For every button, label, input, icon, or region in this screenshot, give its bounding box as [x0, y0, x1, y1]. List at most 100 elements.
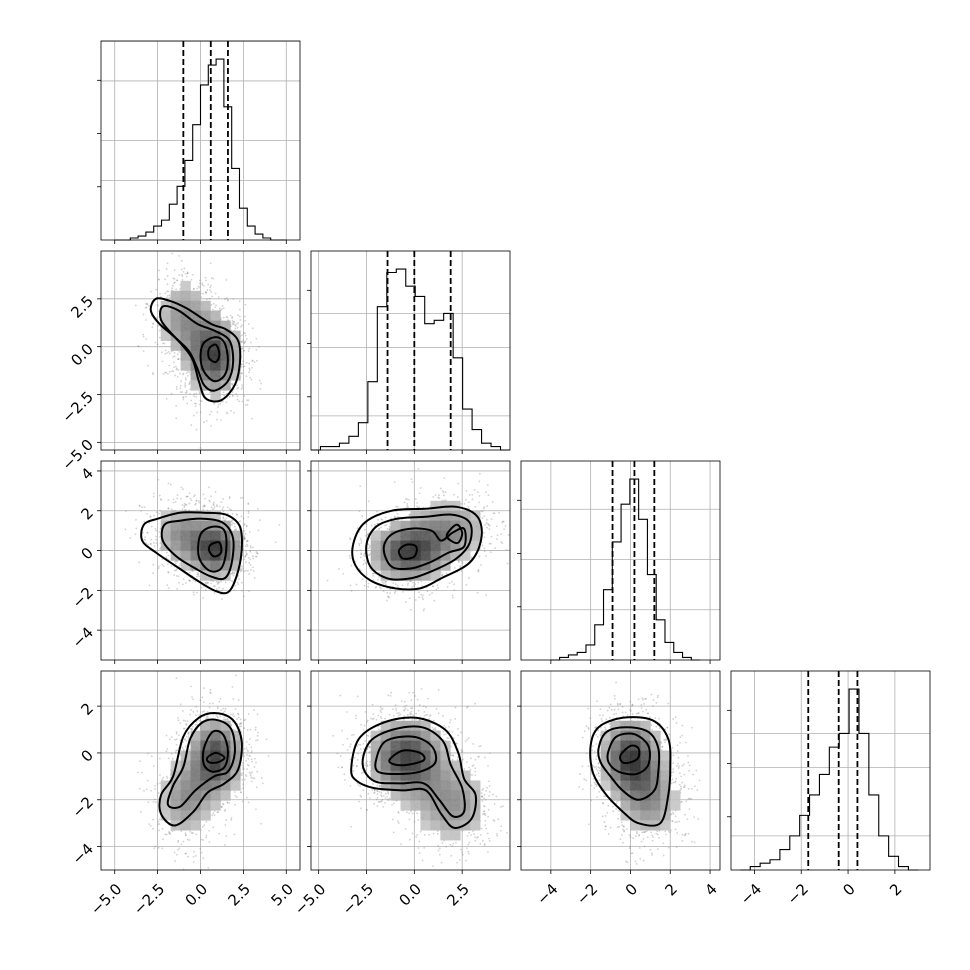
scatter-point [167, 587, 170, 590]
scatter-point [197, 500, 200, 502]
scatter-point [245, 796, 248, 799]
scatter-point [233, 571, 236, 574]
scatter-point [226, 392, 228, 395]
scatter-point [175, 853, 178, 856]
scatter-point [199, 847, 202, 850]
scatter-point [138, 760, 141, 763]
scatter-point [249, 738, 251, 740]
scatter-point [242, 787, 244, 790]
scatter-point [187, 855, 189, 858]
density-cell [200, 340, 211, 351]
density-cell [160, 330, 171, 341]
scatter-point [157, 478, 160, 481]
scatter-point [261, 782, 264, 785]
scatter-point [177, 734, 180, 737]
scatter-point [250, 776, 253, 779]
density-cell [180, 520, 191, 531]
scatter-point [218, 700, 221, 703]
scatter-point [152, 572, 154, 574]
scatter-point [208, 706, 211, 709]
scatter-point [169, 833, 172, 835]
scatter-point [237, 314, 239, 317]
scatter-point [154, 784, 156, 787]
scatter-point [235, 674, 238, 677]
scatter-point [231, 713, 234, 716]
density-cell [210, 360, 221, 371]
scatter-point [217, 582, 220, 584]
scatter-point [172, 501, 175, 504]
scatter-point [236, 384, 238, 387]
scatter-point [164, 278, 166, 281]
scatter-point [175, 569, 177, 572]
scatter-point [178, 847, 181, 850]
scatter-point [225, 315, 228, 318]
scatter-point [278, 524, 281, 526]
scatter-point [234, 327, 237, 330]
scatter-point [148, 305, 150, 307]
scatter-point [205, 582, 208, 585]
scatter-point [239, 520, 242, 523]
scatter-point [196, 573, 199, 576]
scatter-point [220, 501, 223, 503]
scatter-point [185, 391, 188, 394]
scatter-point [211, 508, 214, 511]
scatter-point [188, 839, 191, 841]
scatter-point [143, 520, 146, 523]
scatter-point [198, 392, 201, 395]
scatter-point [177, 719, 180, 722]
scatter-point [238, 315, 241, 318]
scatter-point [173, 355, 176, 358]
scatter-point [185, 582, 187, 584]
scatter-point [194, 402, 196, 405]
density-cell [190, 540, 201, 551]
scatter-point [182, 840, 185, 843]
scatter-point [202, 505, 205, 508]
scatter-point [159, 782, 161, 784]
scatter-point [255, 551, 258, 553]
scatter-point [200, 851, 203, 854]
scatter-point [245, 759, 248, 762]
density-cell [200, 510, 211, 521]
scatter-point [241, 569, 243, 572]
scatter-point [157, 324, 160, 327]
scatter-point [256, 552, 259, 555]
scatter-point [241, 384, 243, 387]
scatter-point [220, 598, 223, 601]
scatter-point [216, 716, 219, 719]
scatter-point [252, 777, 254, 780]
scatter-point [236, 398, 239, 401]
scatter-point [251, 417, 253, 420]
scatter-point [209, 413, 211, 416]
scatter-point [249, 755, 252, 758]
scatter-point [156, 343, 159, 346]
scatter-point [234, 325, 237, 328]
scatter-point [244, 319, 247, 322]
scatter-point [190, 832, 193, 834]
scatter-point [167, 482, 170, 485]
scatter-point [151, 326, 154, 329]
scatter-point [248, 754, 251, 757]
scatter-point [137, 345, 140, 348]
scatter-point [179, 391, 182, 394]
scatter-point [234, 323, 236, 326]
scatter-point [247, 516, 250, 518]
scatter-point [194, 503, 197, 506]
scatter-point [238, 723, 241, 726]
scatter-point [213, 591, 216, 594]
scatter-point [242, 360, 245, 363]
scatter-point [141, 506, 143, 508]
scatter-point [226, 801, 229, 804]
scatter-point [167, 554, 170, 557]
scatter-point [194, 405, 197, 408]
scatter-point [182, 398, 185, 401]
scatter-point [145, 542, 148, 544]
scatter-point [184, 382, 187, 385]
scatter-point [228, 508, 231, 511]
scatter-point [206, 298, 208, 301]
scatter-point [150, 525, 153, 528]
density-cell [230, 340, 241, 351]
scatter-point [213, 814, 216, 817]
scatter-point [248, 764, 250, 767]
scatter-point [245, 375, 248, 378]
scatter-point [240, 565, 243, 568]
